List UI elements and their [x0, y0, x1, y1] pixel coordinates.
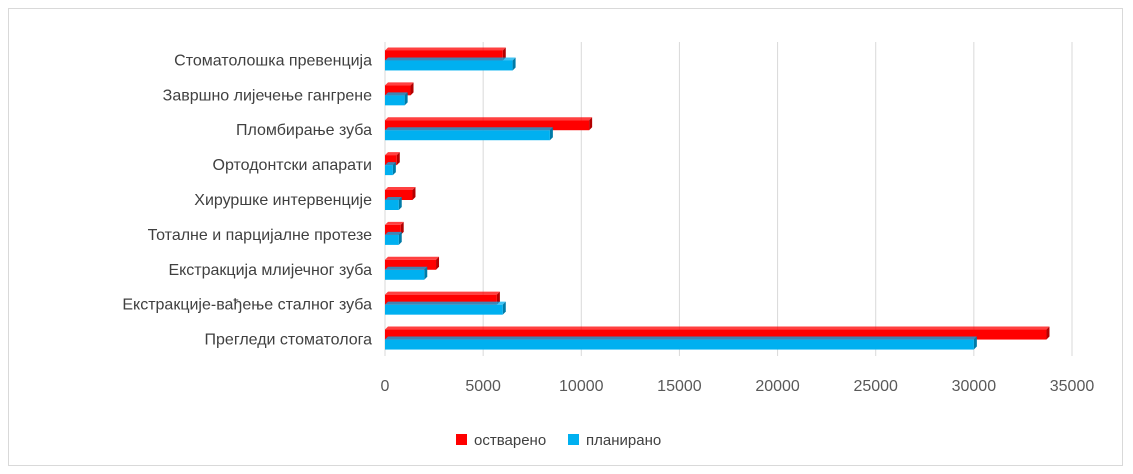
category-labels: Стоматолошка превенција Завршно лијечење …	[122, 52, 372, 348]
x-tick-label: 0	[381, 378, 390, 395]
bar-planirano	[385, 92, 408, 106]
legend-swatch-ostvareno	[456, 434, 467, 445]
bar-ostvareno	[385, 47, 506, 61]
x-tick-label: 10000	[559, 378, 604, 395]
bar-planirano	[385, 162, 396, 176]
x-tick-label: 5000	[465, 378, 501, 395]
bar-ostvareno	[385, 152, 400, 166]
category-label: Екстракција млијечног зуба	[168, 262, 372, 279]
bar-planirano	[385, 231, 402, 245]
category-label: Прегледи стоматолога	[205, 332, 373, 349]
x-tick-label: 15000	[657, 378, 702, 395]
category-label: Екстракције-вађење сталног зуба	[122, 297, 372, 314]
x-tick-label: 35000	[1050, 378, 1095, 395]
bar-planirano	[385, 197, 402, 210]
bar-planirano	[385, 266, 428, 280]
x-tick-label: 20000	[755, 378, 800, 395]
category-label: Завршно лијечење гангрене	[163, 87, 372, 104]
x-tick-labels: 0 5000 10000 15000 20000 25000 30000 35000	[381, 378, 1095, 395]
legend-swatch-planirano	[568, 434, 579, 445]
bar-planirano	[385, 301, 506, 315]
bar-ostvareno	[385, 117, 593, 131]
bar-ostvareno	[385, 326, 1050, 340]
bar-planirano	[385, 127, 553, 141]
x-tick-label: 25000	[853, 378, 898, 395]
x-tick-label: 30000	[952, 378, 997, 395]
bar-ostvareno	[385, 256, 440, 270]
category-label: Стоматолошка превенција	[174, 52, 372, 69]
bar-planirano	[385, 57, 516, 71]
legend-label-planirano: планирано	[586, 432, 661, 449]
chart-frame	[8, 8, 1123, 466]
bar-ostvareno	[385, 187, 416, 200]
bar-ostvareno	[385, 291, 500, 305]
bar-ostvareno	[385, 82, 414, 96]
category-label: Пломбирање зуба	[236, 122, 372, 139]
bar-ostvareno	[385, 221, 404, 235]
category-label: Ортодонтски апарати	[213, 157, 372, 174]
category-label: Тоталне и парцијалне протезе	[148, 227, 373, 244]
bar-planirano	[385, 336, 977, 350]
category-label: Хируршке интервенције	[194, 192, 372, 209]
legend: остварено планирано	[456, 432, 661, 449]
legend-label-ostvareno: остварено	[474, 432, 546, 449]
bars	[385, 47, 1050, 350]
